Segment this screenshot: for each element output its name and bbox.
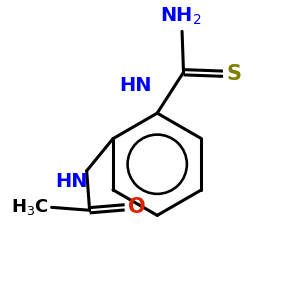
Text: S: S (226, 64, 242, 84)
Text: O: O (128, 197, 146, 217)
Text: H$_3$C: H$_3$C (11, 197, 49, 217)
Text: HN: HN (119, 76, 152, 95)
Text: HN: HN (56, 172, 88, 191)
Text: NH$_2$: NH$_2$ (160, 6, 201, 27)
